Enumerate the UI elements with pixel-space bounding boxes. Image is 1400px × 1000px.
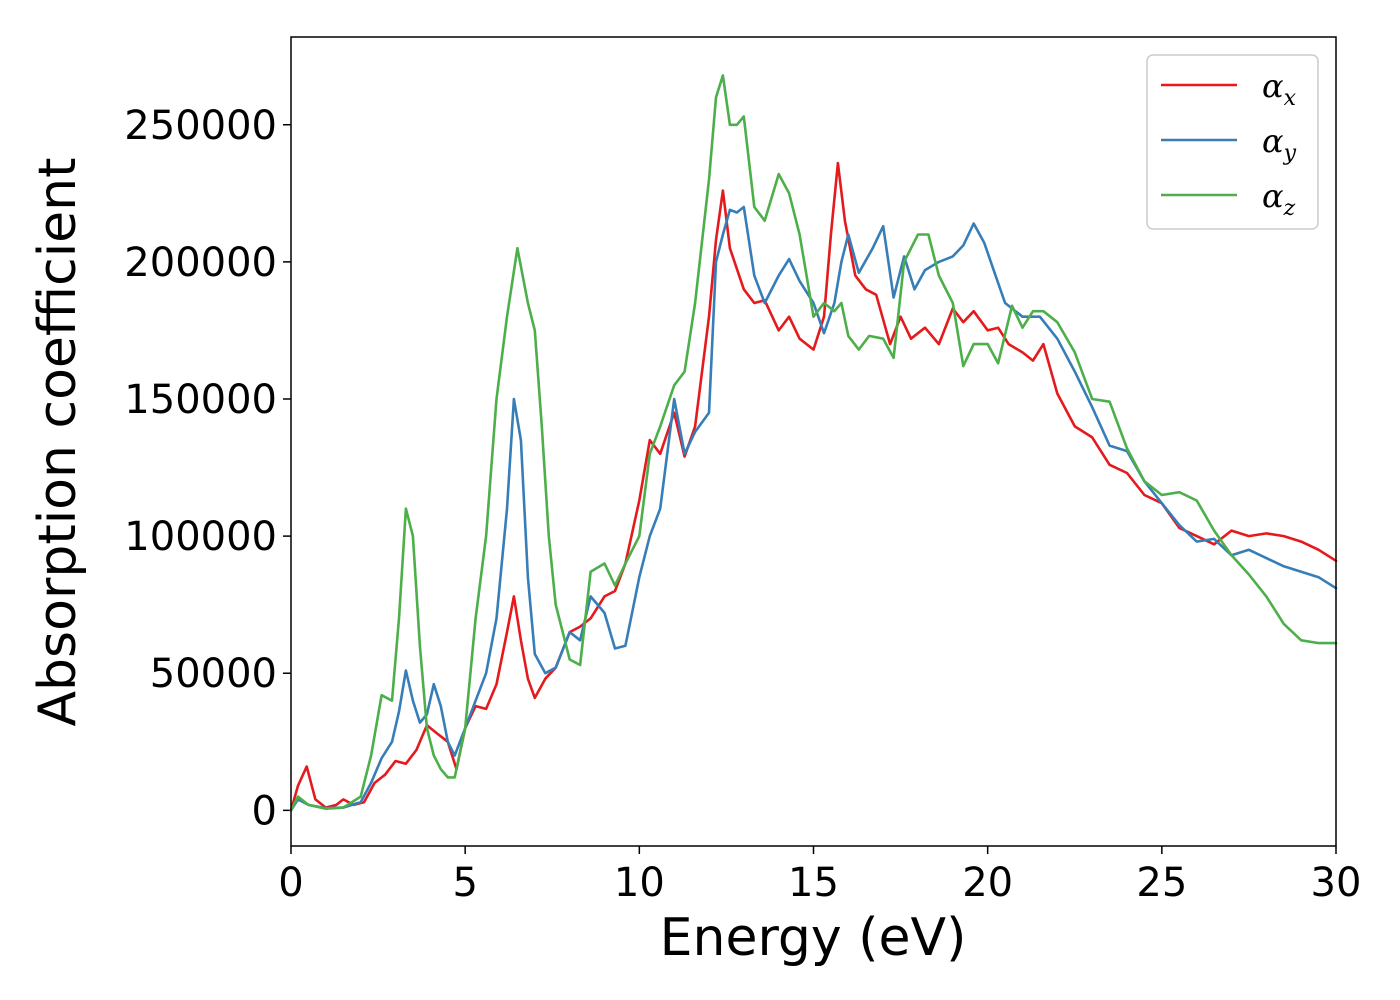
legend-entry-x: αx xyxy=(1262,67,1297,111)
legend-entry-z: αz xyxy=(1262,177,1296,221)
x-tick-label: 25 xyxy=(1136,860,1187,906)
legend-entry-y: αy xyxy=(1262,122,1297,166)
x-tick-label: 10 xyxy=(614,860,665,906)
series-group xyxy=(289,74,1338,812)
x-tick-label: 30 xyxy=(1311,860,1362,906)
y-tick-label: 250000 xyxy=(124,103,277,149)
y-axis-label: Absorption coefficient xyxy=(28,157,88,726)
legend-symbol: α xyxy=(1262,177,1284,215)
legend-subscript: z xyxy=(1283,196,1296,221)
legend-box xyxy=(1146,54,1319,230)
x-axis-label: Energy (eV) xyxy=(660,908,967,968)
x-tick-label: 5 xyxy=(452,860,477,906)
y-tick-label: 100000 xyxy=(124,514,277,560)
legend-subscript: y xyxy=(1283,141,1297,166)
y-tick-label: 200000 xyxy=(124,240,277,286)
series-line-y xyxy=(289,205,1338,812)
x-tick-label: 15 xyxy=(788,860,839,906)
y-tick-label: 50000 xyxy=(150,651,277,697)
y-tick-label: 150000 xyxy=(124,377,277,423)
plot-frame xyxy=(290,36,1337,847)
legend-symbol: α xyxy=(1262,67,1284,105)
series-line-z xyxy=(289,74,1338,812)
x-tick-label: 20 xyxy=(962,860,1013,906)
legend-symbol: α xyxy=(1262,122,1284,160)
legend-subscript: x xyxy=(1284,86,1297,111)
x-tick-label: 0 xyxy=(278,860,303,906)
axes: 0 5 10 15 20 25 30 0 50000 100000 150000 200000 2500… xyxy=(124,103,1361,906)
series-line-x xyxy=(289,161,1338,812)
y-tick-label: 0 xyxy=(252,788,277,834)
